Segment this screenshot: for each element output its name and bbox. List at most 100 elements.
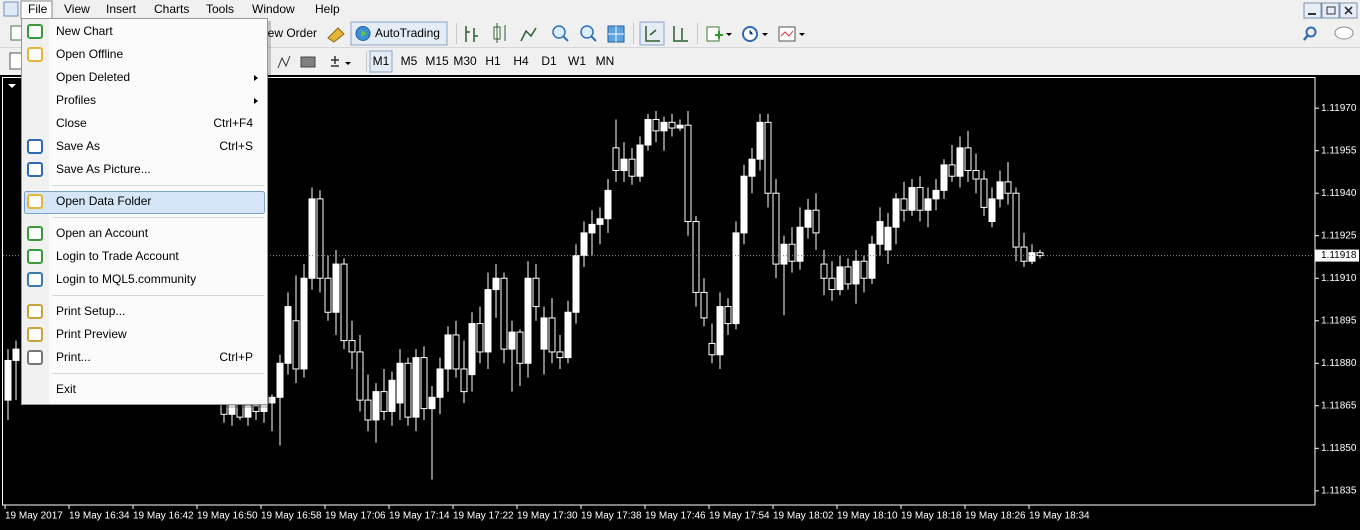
tool-icon[interactable] [9, 52, 23, 70]
timeframe-button[interactable]: M15 [425, 54, 449, 68]
menu-item[interactable]: Close [56, 116, 87, 130]
candle-body [308, 198, 316, 279]
x-tick-label: 19 May 17:14 [389, 511, 450, 522]
candle-body [668, 121, 676, 129]
menu-bar-item[interactable]: Charts [154, 2, 189, 16]
candle-body [276, 362, 284, 398]
candle-body [708, 342, 716, 356]
candle-body [732, 232, 740, 325]
menu-item[interactable]: Open Offline [56, 47, 123, 61]
submenu-arrow [254, 98, 258, 104]
menu-item[interactable]: Print Setup... [56, 304, 125, 318]
timeframe-button[interactable]: MN [596, 54, 615, 68]
menu-bar-item[interactable]: Window [252, 2, 295, 16]
menu-item[interactable]: New Chart [56, 24, 113, 38]
y-tick-label: 1.11910 [1321, 273, 1357, 284]
menu-item[interactable]: Open Deleted [56, 70, 130, 84]
menu-item[interactable]: Exit [56, 382, 77, 396]
menu-item[interactable]: Save As Picture... [56, 162, 151, 176]
x-tick-label: 19 May 16:42 [133, 511, 194, 522]
auto-trading-label[interactable]: AutoTrading [375, 26, 440, 40]
x-tick-label: 19 May 17:22 [453, 511, 514, 522]
candle-body [924, 198, 932, 211]
chat[interactable] [1334, 26, 1354, 40]
candle-body [452, 334, 460, 370]
candle-body [548, 317, 556, 353]
menu-bar-item[interactable]: File [28, 2, 48, 16]
candle-body [940, 164, 948, 191]
menu-item-icon [27, 24, 43, 39]
tool-icon[interactable] [300, 56, 316, 68]
candle-body [988, 198, 996, 223]
dropdown-arrow [726, 33, 732, 36]
candle-body [484, 289, 492, 353]
indicators-plus [715, 31, 723, 39]
y-tick-label: 1.11925 [1321, 230, 1357, 241]
menu-shortcut: Ctrl+S [219, 139, 253, 153]
menu-bar-item[interactable]: Insert [106, 2, 137, 16]
timeframe-button[interactable]: W1 [568, 54, 586, 68]
candle-body [268, 396, 276, 404]
new-order-button[interactable]: New Order [259, 26, 317, 40]
tile-grid [608, 26, 624, 42]
menu-item[interactable]: Print Preview [56, 327, 127, 341]
candle-body [956, 147, 964, 177]
timeframe-button[interactable]: D1 [541, 54, 557, 68]
candle-body [380, 391, 388, 412]
menu-shortcut: Ctrl+P [219, 350, 253, 364]
candle-body [724, 306, 732, 325]
timeframe-button[interactable]: M30 [453, 54, 477, 68]
candle-body [660, 121, 668, 132]
timeframe-active [369, 50, 393, 73]
auto-scroll[interactable] [673, 26, 688, 42]
candle-body [444, 334, 452, 370]
candle-body [884, 226, 892, 251]
menu-item[interactable]: Login to MQL5.community [56, 272, 196, 286]
menu-item[interactable]: Open an Account [56, 226, 149, 240]
zoom-in[interactable] [552, 25, 566, 39]
timeframe-button[interactable]: M5 [401, 54, 418, 68]
tool-icon[interactable] [465, 26, 478, 42]
auto-trading-button[interactable] [350, 21, 448, 46]
minimize-button[interactable] [1303, 2, 1322, 19]
y-tick-label: 1.11970 [1321, 103, 1357, 114]
tool-icon[interactable] [496, 23, 506, 43]
y-tick-label: 1.11895 [1321, 315, 1357, 326]
menu-bar-item[interactable]: View [64, 2, 90, 16]
candle-body [364, 399, 372, 421]
x-tick-label: 19 May 17:30 [517, 511, 578, 522]
candle-body [340, 263, 348, 342]
zoom-out[interactable] [580, 25, 594, 39]
menu-item[interactable]: Profiles [56, 93, 96, 107]
candle-body [1036, 252, 1044, 257]
menu-item[interactable]: Save As [56, 139, 100, 153]
tool-icon[interactable] [331, 56, 339, 67]
timeframe-button[interactable]: H4 [513, 54, 529, 68]
restore-button[interactable] [1321, 2, 1340, 19]
candle-body [4, 359, 12, 401]
timeframe-button[interactable]: M1 [373, 54, 390, 68]
menu-bar-item[interactable]: Help [315, 2, 340, 16]
timeframe-button[interactable]: H1 [485, 54, 501, 68]
search[interactable] [1305, 26, 1317, 38]
candle-body [412, 357, 420, 418]
candle-body [348, 340, 356, 353]
candle-body [684, 124, 692, 223]
candle-body [900, 198, 908, 211]
menu-bar-item[interactable]: Tools [206, 2, 234, 16]
menu-item[interactable]: Login to Trade Account [56, 249, 179, 263]
candle-body [828, 277, 836, 291]
menu-item[interactable]: Print... [56, 350, 91, 364]
tool-icon[interactable] [327, 27, 345, 43]
candle-body [964, 147, 972, 172]
tool-icon[interactable] [520, 27, 537, 42]
menu-item[interactable]: Open Data Folder [56, 194, 151, 208]
candle-body [676, 124, 684, 129]
y-tick-label: 1.11880 [1321, 358, 1357, 369]
candle-body [476, 323, 484, 353]
file-menu: New Chart Open Offline Open Deleted Profile… [21, 18, 271, 408]
tool-icon[interactable] [277, 55, 291, 69]
menu-bar [0, 0, 1360, 19]
candle-body [508, 331, 516, 350]
